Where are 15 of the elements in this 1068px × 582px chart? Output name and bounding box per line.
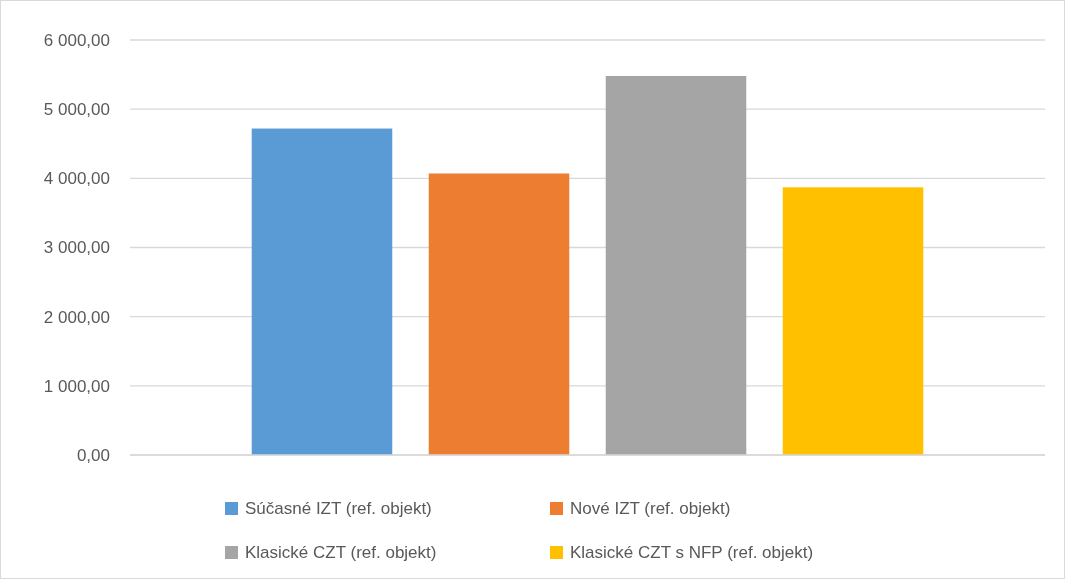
legend-label: Súčasné IZT (ref. objekt) bbox=[245, 499, 432, 518]
bar bbox=[251, 128, 393, 455]
legend-label: Klasické CZT (ref. objekt) bbox=[245, 543, 437, 562]
y-tick-label: 2 000,00 bbox=[43, 307, 110, 327]
y-tick-label: 0,00 bbox=[76, 445, 110, 465]
y-tick-label: 3 000,00 bbox=[43, 238, 110, 258]
bar bbox=[782, 187, 924, 455]
legend-label: Nové IZT (ref. objekt) bbox=[570, 499, 731, 518]
bar bbox=[428, 173, 570, 455]
y-tick-label: 4 000,00 bbox=[43, 169, 110, 189]
y-tick-label: 6 000,00 bbox=[43, 30, 110, 50]
legend-label: Klasické CZT s NFP (ref. objekt) bbox=[570, 543, 814, 562]
bar bbox=[605, 75, 747, 455]
y-tick-label: 1 000,00 bbox=[43, 376, 110, 396]
y-tick-label: 5 000,00 bbox=[43, 100, 110, 120]
